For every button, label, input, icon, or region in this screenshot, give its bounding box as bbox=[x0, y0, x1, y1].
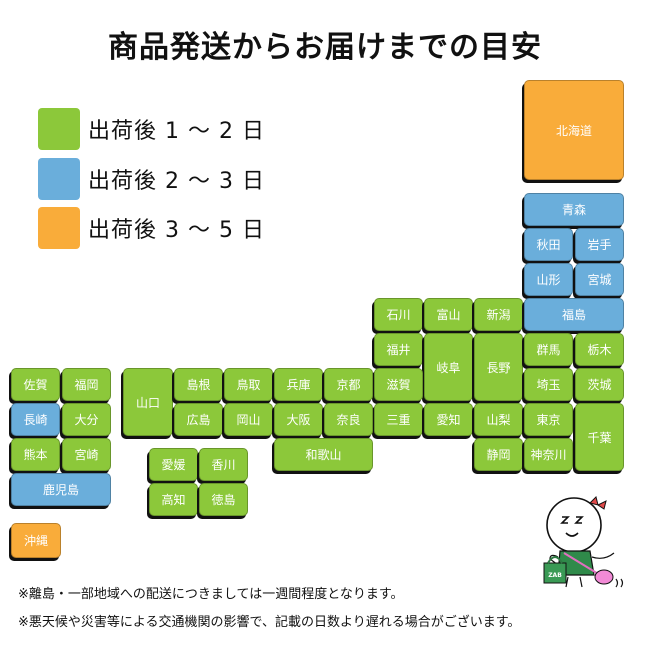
prefecture-ishikawa: 石川 bbox=[374, 298, 423, 331]
bag-logo-text: ZAB bbox=[548, 572, 562, 579]
legend-label: 出荷後 2 〜 3 日 bbox=[88, 169, 265, 194]
prefecture-mie: 三重 bbox=[374, 403, 423, 436]
legend-label: 出荷後 3 〜 5 日 bbox=[88, 218, 265, 243]
prefecture-chiba: 千葉 bbox=[575, 403, 624, 471]
prefecture-kagawa: 香川 bbox=[199, 448, 248, 481]
prefecture-iwate: 岩手 bbox=[575, 228, 624, 261]
prefecture-miyagi: 宮城 bbox=[575, 263, 624, 296]
prefecture-hyogo: 兵庫 bbox=[274, 368, 323, 401]
prefecture-niigata: 新潟 bbox=[474, 298, 523, 331]
prefecture-yamaguchi: 山口 bbox=[123, 368, 173, 436]
prefecture-oita: 大分 bbox=[62, 403, 111, 436]
prefecture-shizuoka: 静岡 bbox=[474, 438, 523, 471]
prefecture-fukushima: 福島 bbox=[524, 298, 624, 331]
prefecture-fukuoka: 福岡 bbox=[62, 368, 111, 401]
prefecture-kochi: 高知 bbox=[149, 483, 198, 516]
prefecture-saga: 佐賀 bbox=[11, 368, 60, 401]
prefecture-nara: 奈良 bbox=[324, 403, 373, 436]
prefecture-nagano: 長野 bbox=[474, 333, 523, 401]
legend-item-2-3-days: 出荷後 2 〜 3 日 bbox=[38, 158, 265, 200]
prefecture-kumamoto: 熊本 bbox=[11, 438, 60, 471]
prefecture-aichi: 愛知 bbox=[424, 403, 473, 436]
prefecture-fukui: 福井 bbox=[374, 333, 423, 366]
note-weather-delay: ※悪天候や災害等による交通機関の影響で、記載の日数より遅れる場合がございます。 bbox=[18, 615, 521, 630]
mascot-icon: ZAB bbox=[543, 496, 624, 588]
legend-swatch-blue bbox=[38, 158, 80, 200]
prefecture-akita: 秋田 bbox=[524, 228, 573, 261]
prefecture-shimane: 島根 bbox=[174, 368, 223, 401]
legend-item-1-2-days: 出荷後 1 〜 2 日 bbox=[38, 108, 265, 150]
prefecture-kanagawa: 神奈川 bbox=[524, 438, 573, 471]
prefecture-toyama: 富山 bbox=[424, 298, 473, 331]
prefecture-ehime: 愛媛 bbox=[149, 448, 198, 481]
prefecture-shiga: 滋賀 bbox=[374, 368, 423, 401]
prefecture-ibaraki: 茨城 bbox=[575, 368, 624, 401]
prefecture-nagasaki: 長崎 bbox=[11, 403, 60, 436]
prefecture-tottori: 鳥取 bbox=[224, 368, 273, 401]
prefecture-kyoto: 京都 bbox=[324, 368, 373, 401]
prefecture-hiroshima: 広島 bbox=[174, 403, 223, 436]
prefecture-hokkaido: 北海道 bbox=[524, 80, 624, 180]
prefecture-tokushima: 徳島 bbox=[199, 483, 248, 516]
prefecture-yamagata: 山形 bbox=[524, 263, 573, 296]
prefecture-wakayama: 和歌山 bbox=[274, 438, 373, 471]
prefecture-osaka: 大阪 bbox=[274, 403, 323, 436]
prefecture-miyazaki: 宮崎 bbox=[62, 438, 111, 471]
prefecture-aomori: 青森 bbox=[524, 193, 624, 226]
prefecture-okayama: 岡山 bbox=[224, 403, 273, 436]
prefecture-tochigi: 栃木 bbox=[575, 333, 624, 366]
legend-swatch-orange bbox=[38, 207, 80, 249]
legend-item-3-5-days: 出荷後 3 〜 5 日 bbox=[38, 207, 265, 249]
legend-swatch-green bbox=[38, 108, 80, 150]
page-title: 商品発送からお届けまでの目安 bbox=[108, 30, 542, 65]
prefecture-gunma: 群馬 bbox=[524, 333, 573, 366]
prefecture-yamanashi: 山梨 bbox=[474, 403, 523, 436]
note-remote-islands: ※離島・一部地域への配送につきましては一週間程度となります。 bbox=[18, 587, 404, 602]
prefecture-gifu: 岐阜 bbox=[424, 333, 473, 401]
prefecture-okinawa: 沖縄 bbox=[11, 523, 61, 558]
prefecture-tokyo: 東京 bbox=[524, 403, 573, 436]
prefecture-kagoshima: 鹿児島 bbox=[11, 473, 111, 506]
legend-label: 出荷後 1 〜 2 日 bbox=[88, 119, 265, 144]
prefecture-saitama: 埼玉 bbox=[524, 368, 573, 401]
